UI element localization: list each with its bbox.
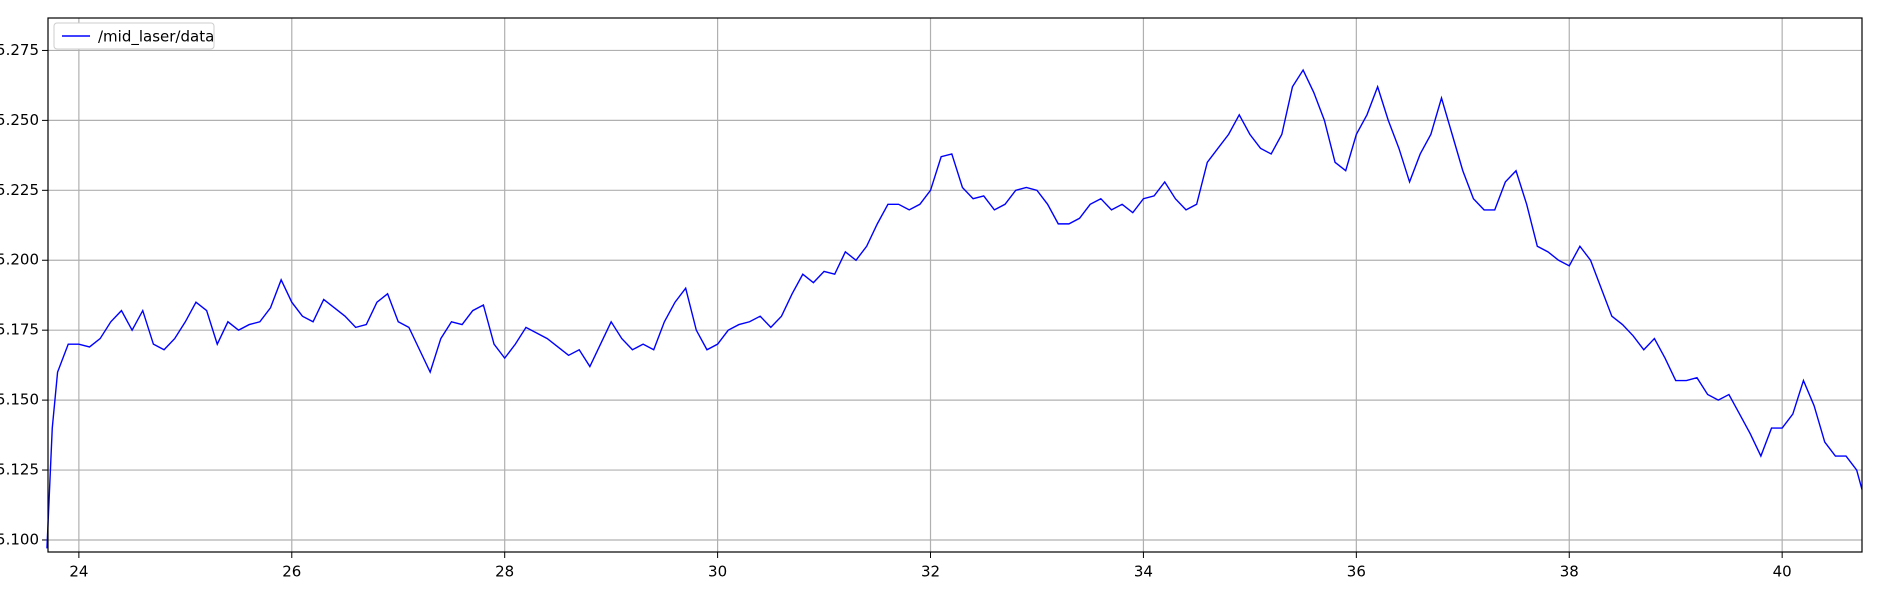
legend-label: /mid_laser/data — [98, 28, 214, 47]
x-tick-label: 26 — [282, 563, 301, 581]
x-tick-label: 32 — [921, 563, 940, 581]
y-tick-label: 5.275 — [0, 41, 39, 59]
x-tick-label: 38 — [1560, 563, 1579, 581]
y-tick-label: 5.250 — [0, 111, 39, 129]
plot-frame — [47, 17, 1863, 553]
y-tick-label: 5.225 — [0, 181, 39, 199]
y-tick-label: 5.175 — [0, 321, 39, 339]
x-tick-label: 36 — [1347, 563, 1366, 581]
y-tick-label: 5.150 — [0, 391, 39, 409]
legend: /mid_laser/data — [53, 22, 215, 50]
y-tick-label: 5.200 — [0, 251, 39, 269]
y-tick-label: 5.100 — [0, 530, 39, 548]
x-tick-label: 24 — [69, 563, 88, 581]
x-tick-label: 30 — [708, 563, 727, 581]
legend-box — [53, 22, 215, 50]
data-line — [46, 68, 1863, 549]
x-tick-label: 34 — [1134, 563, 1153, 581]
x-tick-label: 40 — [1773, 563, 1792, 581]
y-tick-label: 5.125 — [0, 461, 39, 479]
x-tick-label: 28 — [495, 563, 514, 581]
